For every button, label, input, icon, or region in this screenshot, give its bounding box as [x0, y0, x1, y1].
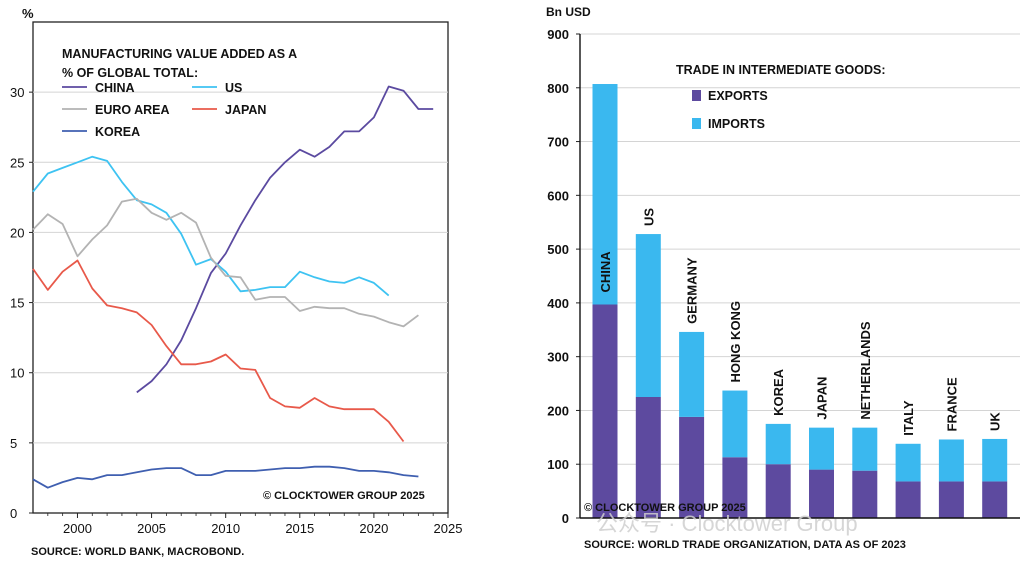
bar-china-exports: [592, 304, 618, 518]
legend-label: EURO AREA: [95, 103, 170, 117]
bar-china-imports: [592, 84, 618, 305]
category-label: US: [641, 208, 656, 226]
right-y-unit-label: Bn USD: [546, 5, 591, 19]
left-title-line-1: MANUFACTURING VALUE ADDED AS A: [62, 47, 297, 61]
bar-us-exports: [635, 397, 661, 518]
right-y-tick-label: 600: [547, 188, 569, 203]
bar-netherlands-imports: [852, 427, 878, 471]
bar-uk-imports: [982, 438, 1008, 482]
legend-swatch-imports: [692, 118, 701, 129]
right-y-tick-label: 700: [547, 135, 569, 150]
left-y-tick-label: 0: [10, 506, 17, 521]
legend-label: KOREA: [95, 125, 140, 139]
category-label: ITALY: [901, 400, 916, 436]
bar-uk-exports: [982, 481, 1008, 518]
left-x-tick-label: 2000: [63, 521, 92, 536]
bar-korea-exports: [765, 464, 791, 518]
legend-label: JAPAN: [225, 103, 266, 117]
category-label: JAPAN: [815, 377, 830, 420]
bar-japan-exports: [809, 469, 834, 518]
left-title-line-2: % OF GLOBAL TOTAL:: [62, 66, 198, 80]
bar-netherlands-exports: [852, 470, 878, 518]
right-bar-chart: Bn USD 0 100 200 300 400 500 600 700 800 900 CHIN…: [546, 5, 1020, 551]
left-series-lines: [32, 85, 434, 489]
right-y-tick-label: 0: [562, 511, 569, 526]
category-label: NETHERLANDS: [858, 321, 873, 420]
left-legend: CHINA US EURO AREA JAPAN KOREA: [62, 81, 266, 139]
bar-france-imports: [938, 439, 964, 482]
right-y-tick-label: 500: [547, 242, 569, 257]
right-y-tick-label: 200: [547, 403, 569, 418]
left-y-tick-label: 15: [10, 296, 24, 311]
left-gridlines: [29, 91, 449, 518]
category-label: UK: [988, 412, 1003, 431]
category-label: CHINA: [598, 251, 613, 293]
category-label: HONG KONG: [728, 301, 743, 383]
left-y-tick-label: 5: [10, 436, 17, 451]
right-y-tick-labels: 0 100 200 300 400 500 600 700 800 900: [547, 27, 569, 526]
left-y-tick-labels: 0 5 10 15 20 25 30: [10, 85, 24, 521]
bar-germany-exports: [679, 416, 705, 518]
left-y-unit-label: %: [22, 6, 34, 21]
line-series-korea: [32, 465, 419, 489]
left-y-tick-label: 10: [10, 366, 24, 381]
category-label: GERMANY: [685, 257, 700, 324]
left-y-tick-label: 25: [10, 155, 24, 170]
bar-france-exports: [938, 481, 964, 518]
bar-us-imports: [635, 234, 661, 397]
left-plot-frame: [32, 21, 449, 514]
bar-korea-imports: [765, 423, 791, 465]
category-label: FRANCE: [944, 377, 959, 431]
right-title: TRADE IN INTERMEDIATE GOODS:: [676, 63, 886, 77]
bar-germany-imports: [679, 331, 705, 417]
right-stacked-bars: [592, 84, 1008, 518]
right-y-tick-label: 800: [547, 81, 569, 96]
line-series-euro-area: [32, 197, 419, 328]
left-x-tick-label: 2025: [434, 521, 463, 536]
line-series-japan: [32, 259, 405, 443]
bar-japan-imports: [809, 427, 834, 470]
right-category-labels: CHINA US GERMANY HONG KONG KOREA JAPAN NETHERL…: [598, 208, 1003, 436]
left-x-tick-labels: 2000 2005 2010 2015 2020 2025: [63, 521, 462, 536]
overlay-watermark: 公众号 · Clocktower Group: [596, 511, 858, 536]
left-x-tick-label: 2015: [285, 521, 314, 536]
line-series-china: [136, 85, 434, 394]
right-legend: EXPORTS IMPORTS: [692, 89, 768, 131]
right-y-tick-label: 900: [547, 27, 569, 42]
bar-hong-kong-imports: [722, 390, 748, 458]
right-source-note: SOURCE: WORLD TRADE ORGANIZATION, DATA A…: [584, 539, 906, 551]
legend-label: US: [225, 81, 242, 95]
legend-swatch-exports: [692, 90, 701, 101]
right-y-tick-label: 100: [547, 457, 569, 472]
left-source-note: SOURCE: WORLD BANK, MACROBOND.: [31, 546, 244, 558]
left-y-tick-label: 30: [10, 85, 24, 100]
bar-italy-exports: [895, 481, 921, 518]
category-label: KOREA: [771, 368, 786, 416]
right-watermark: © CLOCKTOWER GROUP 2025: [584, 502, 746, 514]
right-y-tick-label: 400: [547, 296, 569, 311]
left-x-tick-label: 2010: [211, 521, 240, 536]
left-x-tick-label: 2020: [359, 521, 388, 536]
left-watermark: © CLOCKTOWER GROUP 2025: [263, 490, 425, 502]
legend-label: EXPORTS: [708, 89, 768, 103]
bar-hong-kong-exports: [722, 457, 748, 518]
bar-italy-imports: [895, 443, 921, 482]
right-y-tick-label: 300: [547, 350, 569, 365]
legend-label: CHINA: [95, 81, 135, 95]
left-y-tick-label: 20: [10, 225, 24, 240]
left-x-tick-label: 2005: [137, 521, 166, 536]
legend-label: IMPORTS: [708, 117, 765, 131]
